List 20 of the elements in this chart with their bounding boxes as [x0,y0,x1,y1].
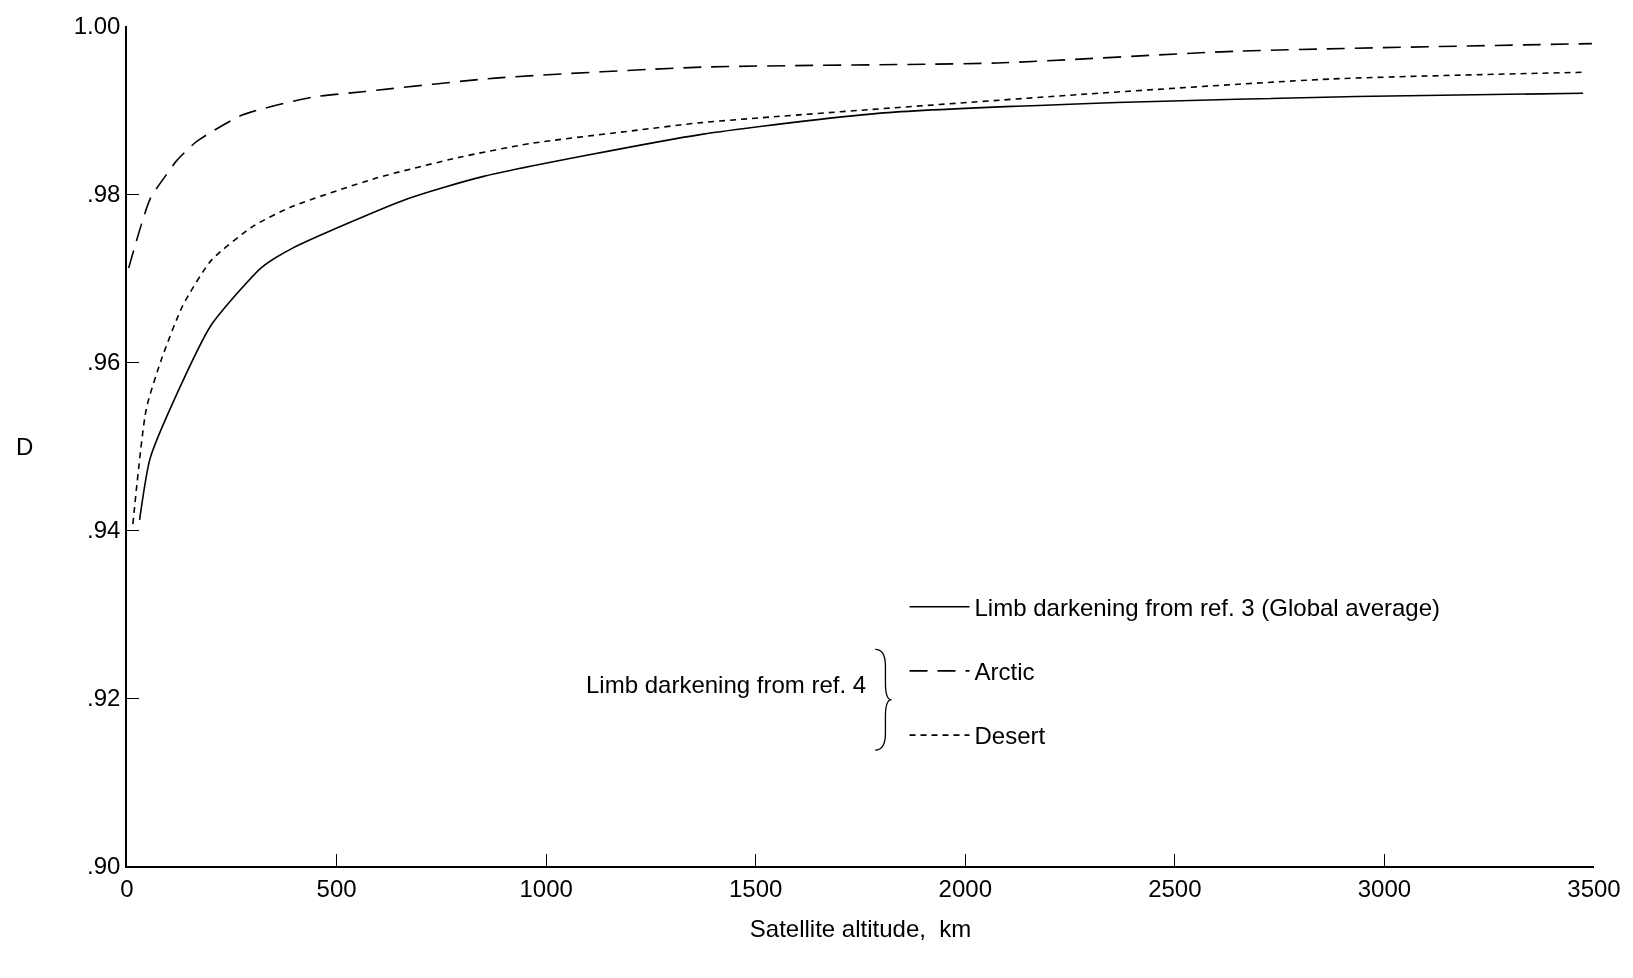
y-tick-label: .94 [87,516,121,544]
y-axis-title: D [16,433,34,460]
legend-label: Desert [974,722,1046,750]
x-tick-label: 3500 [1567,874,1621,902]
x-tick-label: 3000 [1357,874,1412,902]
y-tick-label: 1.00 [73,12,121,40]
x-axis-title: Satellite altitude, km [749,915,972,943]
x-tick-label: 500 [316,874,357,902]
y-tick-label: .96 [87,348,121,376]
x-tick-label: 2500 [1148,874,1202,902]
x-tick-label: 1000 [519,874,573,902]
legend-label: Arctic [974,658,1035,686]
x-tick-label: 1500 [729,874,783,902]
y-tick-label: .92 [87,684,121,712]
annotation: Limb darkening from ref. 4 [586,671,867,698]
x-tick-label: 2000 [938,874,992,902]
y-tick-label: .98 [87,180,121,208]
y-tick-label: .90 [87,852,121,880]
legend-label: Limb darkening from ref. 3 (Global average) [974,594,1441,622]
x-tick-label: 0 [120,874,134,902]
